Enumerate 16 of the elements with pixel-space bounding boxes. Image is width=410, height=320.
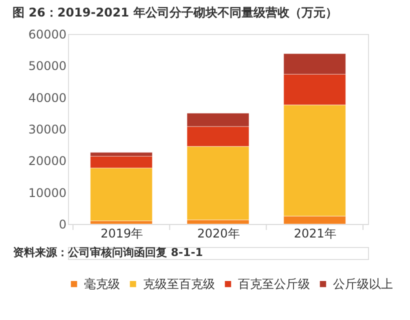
legend-label: 毫克级 xyxy=(84,277,120,292)
legend-label: 公斤级以上 xyxy=(333,277,393,292)
text: 资料来源：公司审核问询函回复 8-1-1 xyxy=(13,246,203,259)
chart-title: 图 26：2019-2021 年公司分子砌块不同量级营收（万元） xyxy=(12,6,338,20)
x-tick-label: 2019年 xyxy=(100,226,144,240)
y-tick-label: 20000 xyxy=(28,154,66,168)
y-tick-label: 60000 xyxy=(28,28,66,42)
x-tick-label: 2021年 xyxy=(294,226,336,240)
y-tick-label: 40000 xyxy=(28,90,66,105)
y-tick-label: 50000 xyxy=(28,59,66,74)
y-tick-label: 30000 xyxy=(28,122,66,136)
x-tick-label: 2020年 xyxy=(197,226,240,240)
y-tick-label: 0 xyxy=(58,218,66,232)
legend-label: 百克至公斤级 xyxy=(238,277,310,292)
y-tick-label: 10000 xyxy=(28,186,66,200)
legend-label: 克级至百克级 xyxy=(143,277,215,292)
